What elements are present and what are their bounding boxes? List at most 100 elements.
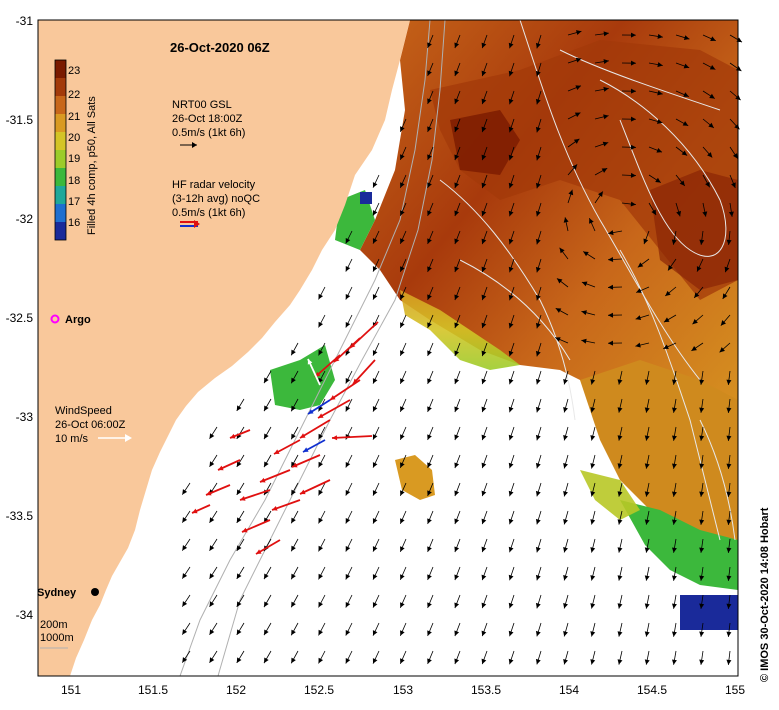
sst-hot-core-east: [650, 170, 738, 290]
velocity-arrowhead: [696, 266, 702, 272]
velocity-arrowhead: [508, 154, 514, 161]
velocity-arrowhead: [318, 517, 324, 524]
y-tick-label: -32: [16, 212, 34, 226]
velocity-arrowhead: [481, 378, 487, 385]
sst-hottest-core: [450, 110, 520, 175]
colorbar-tick: 23: [68, 65, 80, 77]
velocity-arrowhead: [590, 575, 596, 581]
radar-legend-line: 0.5m/s (1kt 6h): [172, 207, 245, 219]
velocity-arrowhead: [563, 406, 568, 413]
velocity-arrowhead: [535, 462, 541, 469]
velocity-arrowhead: [720, 320, 727, 326]
velocity-arrowhead: [427, 70, 432, 76]
map-title: 26-Oct-2020 06Z: [170, 40, 270, 55]
y-tick-label: -31: [16, 14, 34, 28]
velocity-arrowhead: [630, 32, 636, 38]
velocity-arrowhead: [427, 518, 432, 524]
velocity-arrowhead: [617, 379, 623, 385]
velocity-arrowhead: [454, 266, 460, 273]
velocity-arrowhead: [263, 657, 269, 664]
depth-label: 1000m: [40, 632, 74, 644]
wind-legend-line: WindSpeed: [55, 405, 112, 417]
velocity-arrowhead: [182, 629, 188, 635]
velocity-arrow: [299, 479, 331, 495]
velocity-arrowhead: [692, 319, 698, 325]
velocity-arrowhead: [400, 322, 405, 328]
velocity-arrowhead: [427, 266, 432, 272]
velocity-arrowhead: [535, 70, 541, 77]
credit-text: © IMOS 30-Oct-2020 14:08 Hobart: [759, 507, 771, 682]
velocity-arrowhead: [508, 42, 514, 49]
velocity-arrowhead: [236, 629, 242, 635]
velocity-arrowhead: [454, 42, 460, 49]
velocity-arrowhead: [563, 518, 568, 525]
velocity-arrowhead: [307, 359, 313, 365]
velocity-arrowhead: [590, 407, 596, 413]
velocity-arrowhead: [240, 496, 246, 501]
velocity-arrowhead: [508, 602, 514, 609]
velocity-arrowhead: [590, 463, 596, 469]
velocity-arrowhead: [481, 322, 487, 329]
velocity-arrowhead: [372, 434, 378, 440]
velocity-arrowhead: [318, 601, 324, 608]
velocity-arrowhead: [699, 547, 705, 553]
argo-marker-icon: [50, 314, 60, 324]
sst-green-coastal: [270, 345, 335, 410]
velocity-arrowhead: [608, 256, 614, 262]
velocity-arrowhead: [724, 266, 730, 273]
y-tick-label: -32.5: [6, 311, 34, 325]
velocity-arrowhead: [535, 126, 541, 133]
gsl-legend-line: 0.5m/s (1kt 6h): [172, 127, 245, 139]
velocity-arrowhead: [702, 211, 708, 217]
velocity-arrowhead: [209, 657, 215, 663]
velocity-arrowhead: [209, 461, 215, 467]
velocity-arrowhead: [454, 70, 460, 77]
velocity-arrowhead: [726, 575, 732, 581]
velocity-arrowhead: [535, 182, 541, 189]
velocity-arrowhead: [709, 64, 716, 70]
velocity-arrowhead: [726, 631, 732, 637]
velocity-arrowhead: [400, 602, 405, 608]
velocity-arrowhead: [617, 575, 623, 581]
velocity-arrowhead: [209, 629, 215, 635]
velocity-arrowhead: [427, 490, 432, 496]
velocity-arrowhead: [630, 172, 636, 178]
radar-legend-line: HF radar velocity: [172, 179, 256, 191]
velocity-arrow: [299, 419, 331, 439]
velocity-arrowhead: [508, 406, 514, 413]
velocity-arrowhead: [481, 490, 487, 497]
velocity-arrowhead: [236, 545, 242, 551]
velocity-arrowhead: [400, 294, 405, 300]
velocity-arrowhead: [236, 461, 242, 467]
x-tick-label: 152: [226, 683, 246, 697]
velocity-arrowhead: [182, 545, 188, 551]
velocity-arrowhead: [603, 59, 609, 65]
velocity-arrowhead: [427, 294, 432, 300]
velocity-arrowhead: [617, 407, 623, 413]
velocity-arrowhead: [535, 490, 541, 497]
argo-label: Argo: [65, 314, 91, 326]
velocity-arrowhead: [601, 168, 608, 173]
velocity-arrowhead: [535, 518, 541, 525]
velocity-arrowhead: [372, 406, 378, 412]
velocity-arrowhead: [481, 546, 487, 553]
velocity-arrowhead: [699, 407, 705, 413]
radar-legend-arrowhead: [194, 220, 200, 228]
velocity-arrowhead: [574, 112, 581, 118]
velocity-arrowhead: [481, 126, 487, 133]
velocity-arrowhead: [590, 491, 596, 497]
velocity-arrowhead: [372, 658, 378, 664]
velocity-arrowhead: [481, 434, 487, 441]
velocity-arrowhead: [726, 379, 732, 385]
velocity-arrowhead: [400, 266, 405, 272]
velocity-arrowhead: [454, 210, 460, 217]
velocity-arrow: [259, 469, 291, 483]
velocity-arrowhead: [563, 546, 568, 553]
velocity-arrowhead: [630, 60, 636, 66]
velocity-arrowhead: [535, 378, 541, 385]
colorbar-tick: 22: [68, 89, 80, 101]
velocity-arrowhead: [345, 489, 351, 496]
velocity-arrowhead: [705, 181, 710, 188]
sst-yellow-southeast: [580, 470, 640, 520]
velocity-arrowhead: [535, 350, 541, 357]
